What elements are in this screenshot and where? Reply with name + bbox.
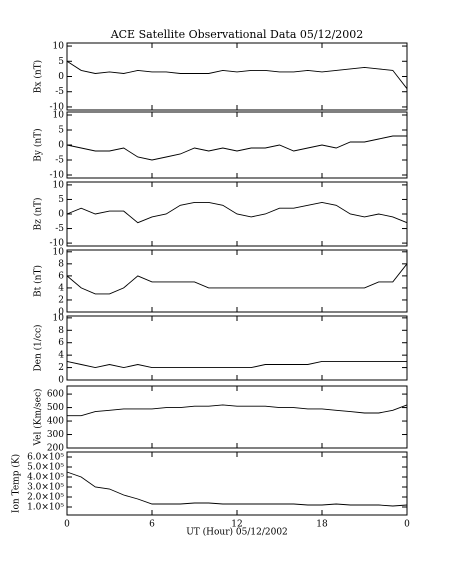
y-tick-label: -10	[50, 102, 65, 112]
data-line	[66, 60, 408, 89]
y-tick-label: 10	[53, 247, 65, 257]
x-tick-label: 0	[404, 520, 410, 530]
y-tick-label: 10	[53, 111, 65, 121]
y-tick-label: 6.0×10⁵	[27, 453, 64, 463]
data-line	[66, 201, 408, 224]
y-tick-label: 10	[53, 42, 65, 52]
data-line	[67, 404, 408, 417]
y-tick-label: 8	[58, 326, 64, 336]
data-line	[66, 360, 407, 369]
chart-title: ACE Satellite Observational Data 05/12/2…	[110, 28, 364, 41]
x-tick-label: 12	[231, 520, 242, 530]
y-tick-label: 200	[47, 444, 64, 454]
y-tick-label: 600	[47, 390, 64, 400]
y-tick-label: -5	[55, 224, 64, 234]
y-tick-label: 6	[58, 271, 64, 281]
y-tick-label: 4	[58, 351, 64, 361]
y-tick-label: 3.0×10⁵	[27, 483, 64, 493]
y-tick-label: 1.0×10⁵	[27, 503, 64, 513]
y-tick-label: 0	[58, 72, 64, 82]
y-tick-label: -10	[50, 239, 65, 249]
data-line	[66, 263, 408, 295]
y-axis-label: Den (1/cc)	[33, 324, 44, 371]
y-tick-label: 4	[58, 283, 64, 293]
y-axis-label: Ion Temp (K)	[11, 454, 22, 513]
x-axis-label: UT (Hour) 05/12/2002	[186, 527, 288, 538]
y-tick-label: 10	[53, 180, 65, 190]
y-tick-label: 0	[58, 210, 64, 220]
y-tick-label: 5	[58, 195, 64, 205]
y-tick-label: 5	[58, 57, 64, 67]
y-axis-label: Bx (nT)	[33, 60, 44, 93]
y-tick-label: 2	[58, 295, 64, 305]
y-tick-label: 10	[53, 313, 65, 323]
x-tick-label: 0	[64, 520, 70, 530]
y-tick-label: 4.0×10⁵	[27, 473, 64, 483]
y-tick-label: 0	[58, 141, 64, 151]
y-axis-label: Bz (nT)	[33, 197, 44, 230]
data-line	[66, 135, 407, 161]
y-tick-label: 400	[47, 417, 64, 427]
y-tick-label: 0	[58, 376, 64, 386]
data-line	[66, 471, 408, 507]
y-axis-label: Vel (Km/sec)	[33, 388, 44, 446]
y-tick-label: 5	[58, 126, 64, 136]
y-tick-label: 6	[58, 338, 64, 348]
y-tick-label: 500	[47, 403, 64, 413]
y-tick-label: 2	[58, 363, 64, 373]
y-tick-label: 300	[47, 430, 64, 440]
y-tick-label: -5	[55, 87, 64, 97]
y-tick-label: 5.0×10⁵	[27, 463, 64, 473]
y-tick-label: -5	[55, 156, 64, 166]
y-tick-label: 2.0×10⁵	[27, 493, 64, 503]
y-tick-label: 0	[58, 308, 64, 318]
x-tick-label: 6	[149, 520, 155, 530]
y-tick-label: -10	[50, 171, 65, 181]
y-axis-label: Bt (nT)	[33, 265, 44, 297]
y-tick-label: 8	[58, 259, 64, 269]
x-tick-label: 18	[316, 520, 328, 530]
y-axis-label: By (nT)	[33, 128, 44, 161]
